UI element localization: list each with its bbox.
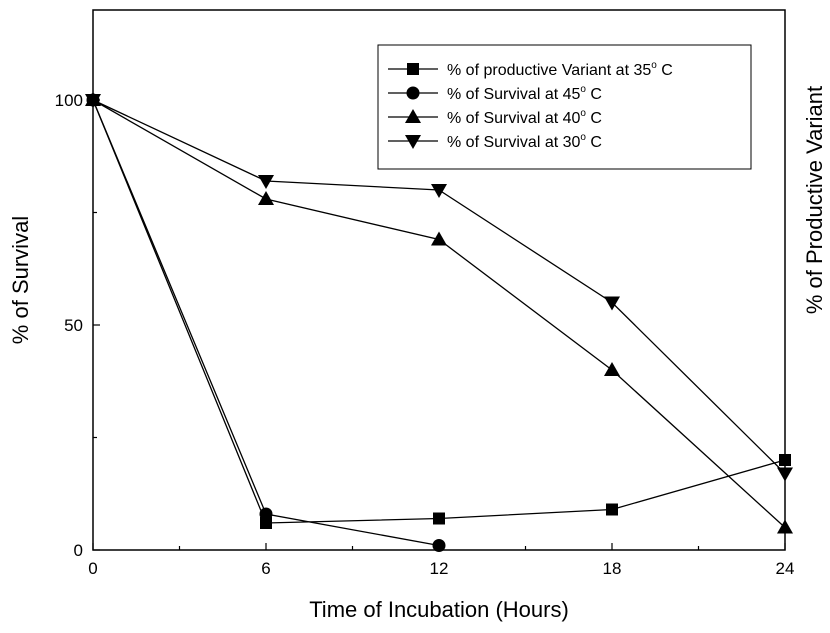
legend: % of productive Variant at 35o C % of Sur… <box>377 44 752 170</box>
data-point-triangle-down <box>85 94 101 108</box>
legend-label: % of Survival at 45o C <box>447 84 602 103</box>
legend-label: % of productive Variant at 35o C <box>447 60 673 79</box>
data-point-square <box>433 512 445 525</box>
y-axis-title: % of Survival <box>8 216 33 344</box>
data-point-triangle-down <box>604 296 620 311</box>
legend-entry-3: % of Survival at 40o C <box>388 108 602 127</box>
legend-entry-2: % of Survival at 45o C <box>388 84 602 103</box>
legend-entry-1: % of productive Variant at 35o C <box>388 60 673 79</box>
legend-marker-square <box>407 63 419 75</box>
ticks-layer: 0 6 12 18 24 0 50 100 <box>55 91 795 578</box>
data-point-triangle-up <box>777 519 793 534</box>
legend-marker-triangle-up <box>405 109 421 123</box>
data-point-circle <box>259 507 273 521</box>
y-tick-label: 50 <box>64 316 83 335</box>
x-tick-label: 12 <box>430 559 449 578</box>
data-point-square <box>779 454 791 466</box>
data-point-circle <box>432 539 446 552</box>
x-tick-label: 24 <box>776 559 795 578</box>
data-point-square <box>606 503 618 516</box>
legend-box <box>377 44 752 170</box>
legend-label: % of Survival at 40o C <box>447 108 602 127</box>
x-tick-label: 6 <box>261 559 270 578</box>
x-axis-title: Time of Incubation (Hours) <box>309 597 569 622</box>
y-tick-label: 0 <box>74 541 83 560</box>
y2-axis-title: % of Productive Variant <box>802 86 827 314</box>
data-point-square <box>260 517 272 529</box>
x-tick-label: 0 <box>88 559 97 578</box>
legend-label: % of Survival at 30o C <box>447 132 602 151</box>
data-point-triangle-up <box>604 362 620 376</box>
data-point-triangle-down <box>431 184 447 198</box>
data-point-triangle-down <box>258 175 274 189</box>
y-tick-label: 100 <box>55 91 83 110</box>
legend-entry-4: % of Survival at 30o C <box>388 132 602 151</box>
series-layer <box>85 92 793 552</box>
legend-marker-triangle-down <box>405 135 421 149</box>
data-point-triangle-up <box>431 231 447 246</box>
legend-marker-circle <box>406 86 420 100</box>
data-point-triangle-up <box>258 191 274 205</box>
x-tick-label: 18 <box>603 559 622 578</box>
data-point-triangle-down <box>777 467 793 482</box>
series-4 <box>85 94 793 482</box>
